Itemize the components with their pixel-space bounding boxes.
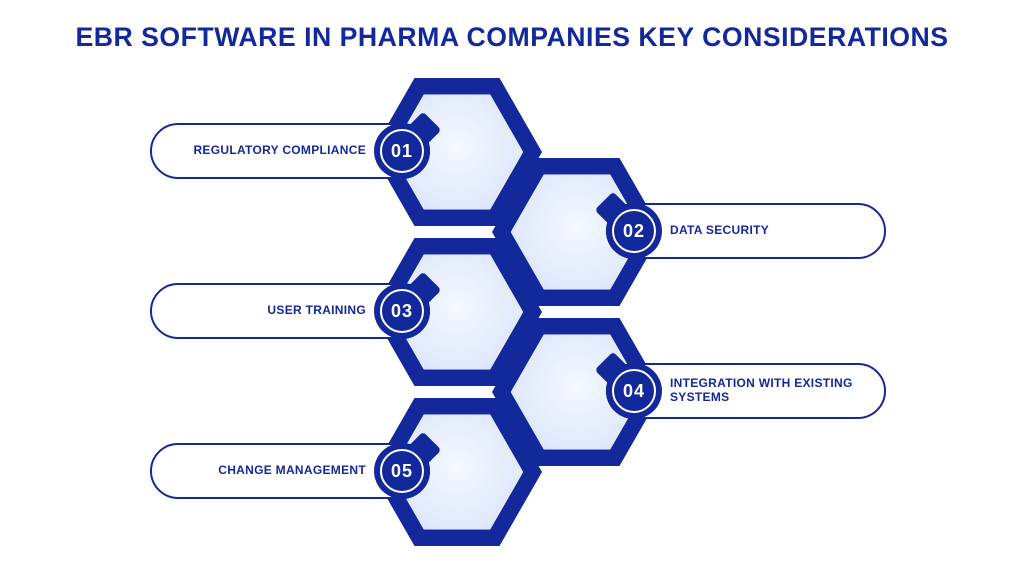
badge-number: 03 [374, 283, 430, 339]
number-badge: 05 [374, 443, 430, 499]
badge-number: 02 [606, 203, 662, 259]
badge-number: 05 [374, 443, 430, 499]
callout-label: CHANGE MANAGEMENT [170, 464, 376, 478]
callout-2: 02 DATA SECURITY [606, 203, 886, 259]
callout-4: 04 INTEGRATION WITH EXISTING SYSTEMS [606, 363, 886, 419]
callout-label: INTEGRATION WITH EXISTING SYSTEMS [660, 377, 866, 405]
diagram-stage: 01 REGULATORY COMPLIANCE 02 DATA SECURIT… [0, 0, 1024, 576]
number-badge: 02 [606, 203, 662, 259]
callout-label: USER TRAINING [170, 304, 376, 318]
callout-1: 01 REGULATORY COMPLIANCE [150, 123, 430, 179]
badge-number: 04 [606, 363, 662, 419]
badge-number: 01 [374, 123, 430, 179]
callout-label: REGULATORY COMPLIANCE [170, 144, 376, 158]
callout-3: 03 USER TRAINING [150, 283, 430, 339]
callout-5: 05 CHANGE MANAGEMENT [150, 443, 430, 499]
number-badge: 03 [374, 283, 430, 339]
number-badge: 04 [606, 363, 662, 419]
number-badge: 01 [374, 123, 430, 179]
callout-label: DATA SECURITY [660, 224, 866, 238]
